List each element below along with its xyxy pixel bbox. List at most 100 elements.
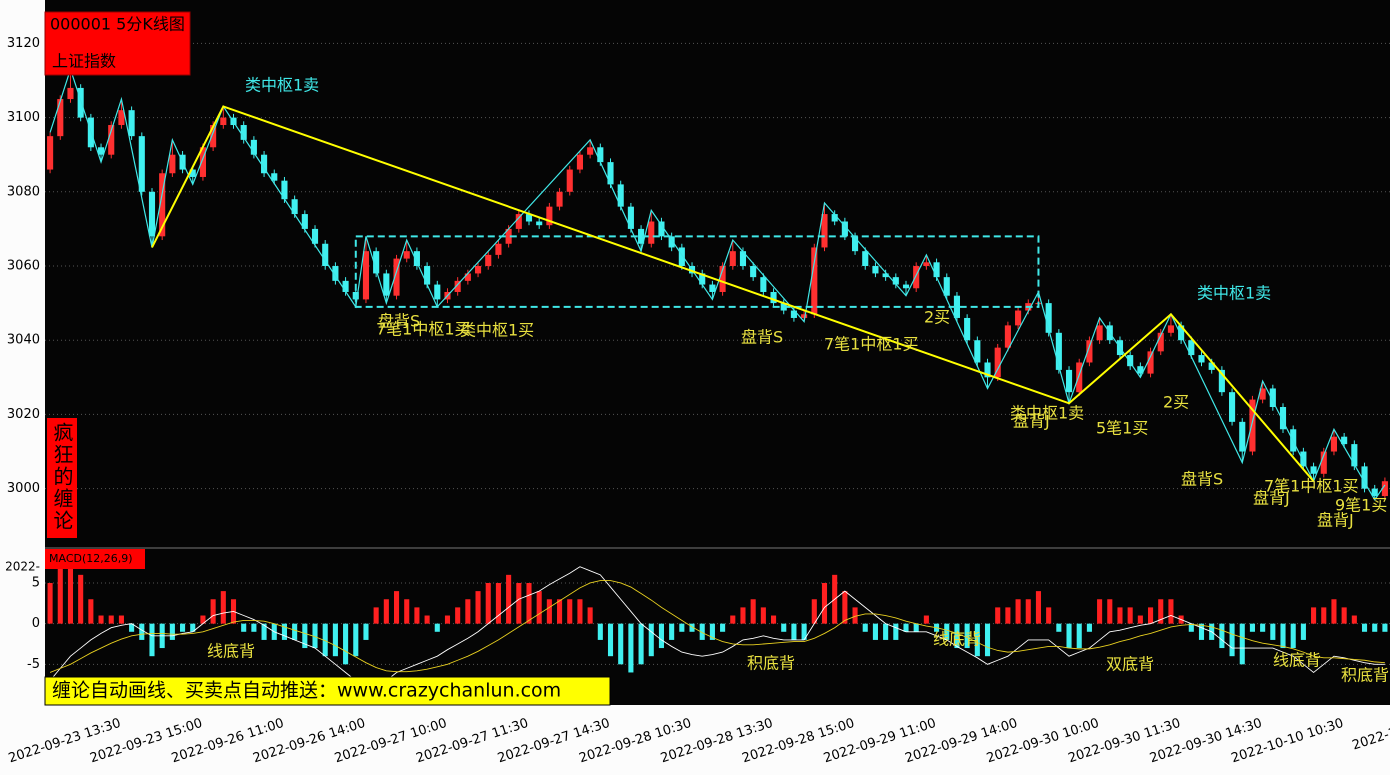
annotation: 2买 (1163, 393, 1189, 412)
candle-body (250, 139, 257, 155)
macd-bar (475, 591, 481, 624)
candle-body (1361, 466, 1368, 489)
candle-body (668, 236, 675, 248)
annotation: 类中枢1买 (460, 321, 534, 340)
macd-bar (750, 599, 756, 624)
y-tick-label: 3100 (7, 110, 40, 125)
macd-bar (689, 623, 695, 632)
candle-body (97, 147, 105, 155)
candle-body (159, 173, 166, 237)
candle-body (57, 99, 64, 137)
macd-bar (903, 623, 909, 632)
macd-bar (720, 623, 726, 632)
macd-bar (1331, 599, 1337, 624)
candle-body (495, 243, 502, 255)
macd-bar (1372, 623, 1378, 632)
candle-body (413, 251, 420, 267)
chart-title: 000001 5分K线图 (50, 15, 185, 34)
candle-body (1259, 388, 1266, 400)
candle-body (882, 273, 889, 278)
candle-body (383, 273, 390, 296)
y-tick-label: 3080 (7, 184, 40, 199)
y-tick-label: 3060 (7, 259, 40, 274)
candle-body (199, 147, 206, 177)
macd-bar (1035, 591, 1042, 624)
candle-body (984, 362, 991, 378)
macd-bar (1239, 623, 1245, 665)
candle-body (240, 125, 247, 140)
candle-body (566, 169, 573, 192)
macd-bar (180, 623, 186, 632)
annotation: 7笔1中枢1买 (376, 320, 471, 339)
y-tick-label: 5 (32, 575, 40, 590)
macd-bar (1086, 623, 1092, 632)
candle-body (607, 162, 614, 185)
macd-bar (343, 623, 349, 665)
macd-bar (149, 623, 155, 657)
macd-bar (190, 623, 196, 632)
macd-bar (618, 623, 624, 665)
macd-bar (1015, 599, 1021, 624)
candle-body (485, 254, 492, 267)
macd-bar (1117, 607, 1123, 624)
candle-body (373, 251, 380, 274)
y-tick-label: 0 (32, 616, 40, 631)
candle-body (291, 199, 298, 215)
macd-bar (699, 623, 705, 640)
candle-body (638, 228, 645, 244)
candle-body (597, 147, 604, 163)
macd-bar (200, 615, 206, 624)
macd-bar (1127, 607, 1133, 624)
candle-body (281, 180, 288, 200)
macd-bar (546, 599, 552, 624)
candle-body (811, 247, 818, 315)
candle-body (790, 310, 797, 318)
macd-bar (913, 623, 919, 632)
macd-bar (791, 623, 797, 640)
chart-subtitle: 上证指数 (52, 52, 116, 71)
annotation: 线底背 (933, 630, 981, 649)
macd-bar (139, 623, 145, 640)
macd-bar (1188, 623, 1194, 632)
macd-bar (88, 599, 94, 624)
macd-bar (108, 615, 114, 624)
macd-bar (1311, 607, 1317, 624)
macd-bar (251, 623, 257, 632)
macd-bar (648, 623, 654, 657)
macd-bar (363, 623, 369, 640)
macd-bar (607, 623, 614, 657)
candle-body (128, 110, 135, 137)
macd-bar (169, 623, 175, 640)
macd-bar (1097, 599, 1103, 624)
candle-body (1341, 436, 1348, 445)
candle-body (923, 262, 930, 267)
macd-bar (322, 623, 328, 657)
candle-body (821, 214, 828, 248)
candle-body (189, 169, 196, 177)
candle-body (1269, 388, 1276, 408)
y-tick-label: -5 (27, 657, 40, 672)
macd-bar (1025, 599, 1031, 624)
macd-bar (669, 623, 675, 640)
candle-body (1076, 362, 1083, 393)
x-tick-label: 2022-10-10 (1351, 716, 1390, 754)
macd-bar (1280, 623, 1286, 649)
macd-bar (852, 607, 858, 624)
macd-bar (1219, 623, 1225, 649)
candle-body (434, 284, 441, 300)
candle-body (1178, 325, 1185, 341)
candle-body (1096, 325, 1103, 341)
macd-bar (281, 623, 287, 640)
macd-bar (465, 599, 471, 624)
annotation: 盘背S (378, 312, 420, 331)
annotation: 7笔1中枢1买 (1264, 477, 1359, 496)
candle-body (617, 184, 624, 207)
candle-body (709, 284, 716, 292)
macd-bar (658, 623, 665, 649)
candle-body (1239, 421, 1246, 452)
candle-body (994, 347, 1001, 378)
macd-bar (557, 599, 563, 624)
macd-bar (373, 607, 379, 624)
macd-bar (1005, 607, 1011, 624)
